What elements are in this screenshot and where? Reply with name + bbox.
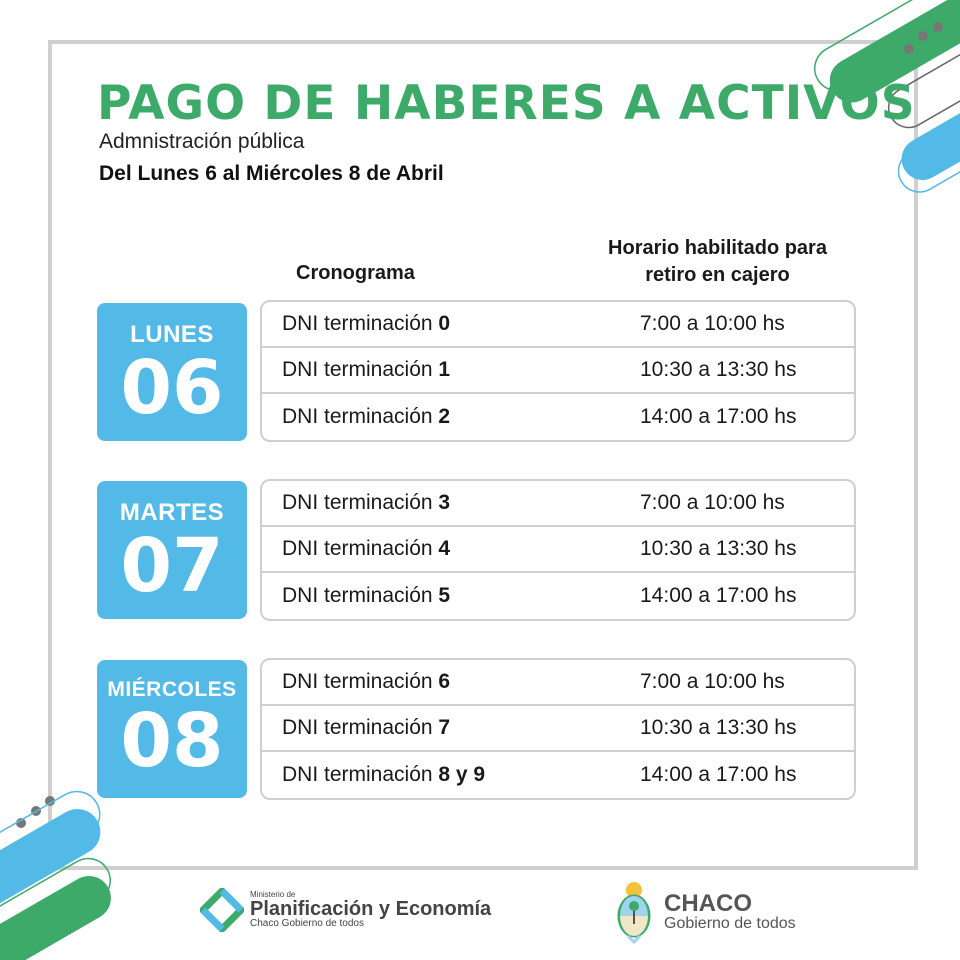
ministry-diamond-icon <box>200 888 244 932</box>
stripe-bottom-green <box>0 857 111 960</box>
dni-cell: DNI terminación 0 <box>262 312 640 336</box>
ministry-pre: Ministerio de <box>250 890 296 899</box>
hours-cell: 10:30 a 13:30 hs <box>640 716 797 739</box>
dni-digit: 8 y 9 <box>438 763 486 786</box>
dni-label: DNI terminación <box>282 491 433 514</box>
dni-digit: 4 <box>438 537 451 560</box>
day-badge-1: MARTES 07 <box>97 481 247 619</box>
hours-cell: 7:00 a 10:00 hs <box>640 491 785 514</box>
dni-digit: 7 <box>438 716 451 739</box>
dni-cell: DNI terminación 6 <box>262 670 640 694</box>
hours-cell: 10:30 a 13:30 hs <box>640 358 797 381</box>
dni-cell: DNI terminación 4 <box>262 537 640 561</box>
day-badge-0: LUNES 06 <box>97 303 247 441</box>
dni-cell: DNI terminación 3 <box>262 491 640 515</box>
table-row: DNI terminación 7 10:30 a 13:30 hs <box>262 706 854 752</box>
dni-digit: 0 <box>438 312 451 335</box>
ministry-tagline: Chaco Gobierno de todos <box>250 918 364 929</box>
dni-cell: DNI terminación 1 <box>262 358 640 382</box>
column-header-schedule: Cronograma <box>296 262 415 284</box>
dni-digit: 1 <box>438 358 451 381</box>
dots-top <box>904 22 943 54</box>
hours-cell: 14:00 a 17:00 hs <box>640 763 797 786</box>
hours-cell: 14:00 a 17:00 hs <box>640 405 797 428</box>
table-row: DNI terminación 1 10:30 a 13:30 hs <box>262 348 854 394</box>
stripe-top-outline <box>887 21 960 129</box>
subtitle: Admnistración pública <box>99 130 305 153</box>
column-header-hours-line1: Horario habilitado para <box>608 237 827 259</box>
coat-of-arms-icon <box>617 882 651 944</box>
page-title: PAGO DE HABERES A ACTIVOS <box>97 76 916 131</box>
column-header-hours-line2: retiro en cajero <box>645 264 790 286</box>
day-name: MARTES <box>119 499 225 526</box>
dni-digit: 6 <box>438 670 451 693</box>
day-name: MIÉRCOLES <box>107 678 237 701</box>
hours-cell: 14:00 a 17:00 hs <box>640 584 797 607</box>
day-number: 06 <box>120 345 224 431</box>
day-name: LUNES <box>130 321 214 348</box>
table-row: DNI terminación 6 7:00 a 10:00 hs <box>262 660 854 706</box>
table-row: DNI terminación 8 y 9 14:00 a 17:00 hs <box>262 752 854 798</box>
day-badge-2: MIÉRCOLES 08 <box>97 660 247 798</box>
ministry-logo: Ministerio de Planificación y Economía C… <box>200 888 491 932</box>
hours-cell: 10:30 a 13:30 hs <box>640 537 797 560</box>
dni-cell: DNI terminación 5 <box>262 584 640 608</box>
dni-label: DNI terminación <box>282 584 433 607</box>
province-name: CHACO <box>664 890 752 917</box>
table-row: DNI terminación 3 7:00 a 10:00 hs <box>262 481 854 527</box>
day-number: 08 <box>120 698 224 784</box>
schedule-table-0: DNI terminación 0 7:00 a 10:00 hs DNI term… <box>260 300 856 442</box>
table-row: DNI terminación 2 14:00 a 17:00 hs <box>262 394 854 440</box>
dni-cell: DNI terminación 8 y 9 <box>262 763 640 787</box>
dni-cell: DNI terminación 2 <box>262 405 640 429</box>
dni-label: DNI terminación <box>282 537 433 560</box>
dni-digit: 2 <box>438 405 451 428</box>
dni-cell: DNI terminación 7 <box>262 716 640 740</box>
dni-digit: 5 <box>438 584 451 607</box>
table-row: DNI terminación 4 10:30 a 13:30 hs <box>262 527 854 573</box>
table-row: DNI terminación 0 7:00 a 10:00 hs <box>262 302 854 348</box>
stripe-bottom-blue <box>0 790 101 927</box>
date-range: Del Lunes 6 al Miércoles 8 de Abril <box>99 162 444 185</box>
dni-label: DNI terminación <box>282 358 433 381</box>
stripe-top-blue <box>897 74 960 193</box>
ministry-name: Planificación y Economía <box>250 898 492 920</box>
hours-cell: 7:00 a 10:00 hs <box>640 312 785 335</box>
dni-label: DNI terminación <box>282 405 433 428</box>
content-frame <box>48 40 918 870</box>
dni-label: DNI terminación <box>282 716 433 739</box>
province-tagline: Gobierno de todos <box>664 915 796 933</box>
dni-digit: 3 <box>438 491 451 514</box>
dni-label: DNI terminación <box>282 763 433 786</box>
chaco-logo: CHACO Gobierno de todos <box>614 880 796 944</box>
day-number: 07 <box>120 523 224 609</box>
schedule-table-1: DNI terminación 3 7:00 a 10:00 hs DNI term… <box>260 479 856 621</box>
dni-label: DNI terminación <box>282 670 433 693</box>
schedule-table-2: DNI terminación 6 7:00 a 10:00 hs DNI term… <box>260 658 856 800</box>
hours-cell: 7:00 a 10:00 hs <box>640 670 785 693</box>
table-row: DNI terminación 5 14:00 a 17:00 hs <box>262 573 854 619</box>
column-header-hours: Horario habilitado para retiro en cajero <box>580 235 855 289</box>
dni-label: DNI terminación <box>282 312 433 335</box>
